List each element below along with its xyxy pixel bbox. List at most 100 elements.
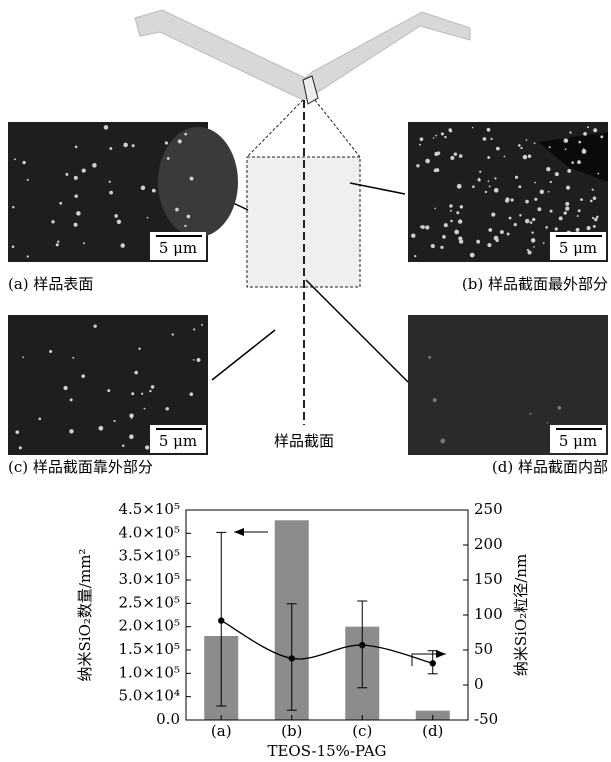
sem-particle bbox=[479, 171, 481, 173]
sem-particle bbox=[190, 177, 194, 181]
sem-particle bbox=[187, 215, 191, 219]
sem-particle bbox=[548, 191, 550, 193]
sem-particle bbox=[534, 142, 536, 144]
sem-particle bbox=[107, 389, 110, 392]
sem-particle bbox=[520, 147, 522, 149]
sem-particle bbox=[184, 225, 186, 227]
sem-particle bbox=[435, 135, 437, 137]
y2-tick-label: -50 bbox=[474, 710, 498, 728]
panel-caption: (d) 样品截面内部 bbox=[492, 458, 608, 476]
sem-particle bbox=[419, 144, 421, 146]
sem-particle bbox=[534, 182, 536, 184]
line-point bbox=[359, 642, 365, 648]
sem-particle bbox=[587, 226, 591, 230]
sem-particle bbox=[414, 255, 416, 257]
y2-tick-label: 100 bbox=[474, 605, 503, 623]
x-tick-label: (c) bbox=[352, 722, 372, 740]
sem-particle bbox=[76, 211, 81, 216]
sem-particle bbox=[152, 189, 156, 193]
line-point bbox=[289, 655, 295, 661]
sem-particle bbox=[563, 211, 566, 214]
sem-particle bbox=[505, 199, 509, 203]
sem-particle bbox=[578, 209, 581, 212]
sem-particle bbox=[178, 139, 182, 143]
sem-image: 5 μm bbox=[408, 315, 608, 455]
sem-particle bbox=[14, 158, 16, 160]
sem-particle bbox=[433, 137, 435, 139]
sem-particle bbox=[583, 132, 587, 136]
sem-particle bbox=[425, 225, 429, 229]
sem-particle bbox=[543, 242, 545, 244]
sem-particle bbox=[514, 223, 517, 226]
sem-particle bbox=[425, 159, 430, 164]
sem-particle bbox=[434, 208, 436, 210]
sem-particle bbox=[22, 161, 25, 164]
arrowhead bbox=[234, 528, 244, 536]
sem-particle bbox=[530, 221, 533, 224]
sem-particle bbox=[65, 173, 68, 176]
y-tick-label: 5.0×10⁴ bbox=[118, 687, 180, 705]
sem-particle bbox=[456, 211, 459, 214]
sem-particle bbox=[433, 398, 437, 402]
sem-particle bbox=[197, 358, 201, 362]
sem-particle bbox=[165, 141, 168, 144]
sem-image: 5 μm bbox=[408, 122, 608, 262]
sem-particle bbox=[440, 246, 443, 249]
pointer-line bbox=[306, 280, 408, 382]
sem-particle bbox=[597, 173, 599, 175]
sem-particle bbox=[533, 246, 535, 248]
sem-particle bbox=[460, 205, 463, 208]
y-tick-label: 3.5×10⁵ bbox=[118, 547, 180, 565]
sem-particle bbox=[489, 186, 491, 188]
sem-particle bbox=[450, 210, 452, 212]
y2-tick-label: 200 bbox=[474, 535, 503, 553]
sem-particle bbox=[129, 434, 134, 439]
sem-particle bbox=[12, 245, 15, 248]
sem-particle bbox=[528, 155, 531, 158]
sem-particle bbox=[490, 138, 492, 140]
sem-particle bbox=[470, 253, 475, 258]
sem-particle bbox=[134, 371, 138, 375]
sem-particle bbox=[131, 392, 134, 395]
sem-particle bbox=[487, 128, 491, 132]
sem-particle bbox=[448, 128, 451, 131]
sem-particle bbox=[151, 385, 155, 389]
sem-particle bbox=[450, 156, 454, 160]
sem-particle bbox=[175, 208, 179, 212]
sem-particle bbox=[12, 206, 14, 208]
sem-particle bbox=[56, 243, 59, 246]
sem-feature bbox=[158, 127, 238, 237]
sem-particle bbox=[411, 233, 415, 237]
y-tick-label: 0.0 bbox=[156, 710, 180, 728]
scale-label: 5 μm bbox=[159, 432, 197, 450]
sem-particle bbox=[545, 226, 548, 229]
sem-particle bbox=[593, 196, 596, 199]
sem-particle bbox=[193, 328, 195, 330]
sem-particle bbox=[494, 188, 499, 193]
sem-particle bbox=[201, 324, 203, 326]
sem-particle bbox=[70, 398, 73, 401]
sem-particle bbox=[495, 239, 498, 242]
sem-particle bbox=[515, 176, 518, 179]
sem-particle bbox=[540, 190, 544, 194]
sem-particle bbox=[420, 226, 423, 229]
sem-particle bbox=[109, 147, 112, 150]
sem-particle bbox=[39, 418, 42, 421]
sem-particle bbox=[144, 408, 146, 410]
y-tick-label: 4.0×10⁵ bbox=[118, 523, 180, 541]
sem-particle bbox=[93, 324, 96, 327]
sem-particle bbox=[565, 202, 569, 206]
section-label: 样品截面 bbox=[274, 432, 334, 450]
sem-particle bbox=[442, 235, 446, 239]
sem-particle bbox=[534, 198, 537, 201]
sem-particle bbox=[454, 152, 457, 155]
sem-particle bbox=[526, 139, 528, 141]
line bbox=[221, 621, 433, 664]
sem-particle bbox=[476, 240, 480, 244]
sem-particle bbox=[19, 446, 22, 449]
sem-particle bbox=[485, 191, 487, 193]
sem-particle bbox=[596, 216, 599, 219]
sem-particle bbox=[564, 138, 569, 143]
sem-particle bbox=[104, 125, 109, 130]
sem-particle bbox=[565, 206, 569, 210]
